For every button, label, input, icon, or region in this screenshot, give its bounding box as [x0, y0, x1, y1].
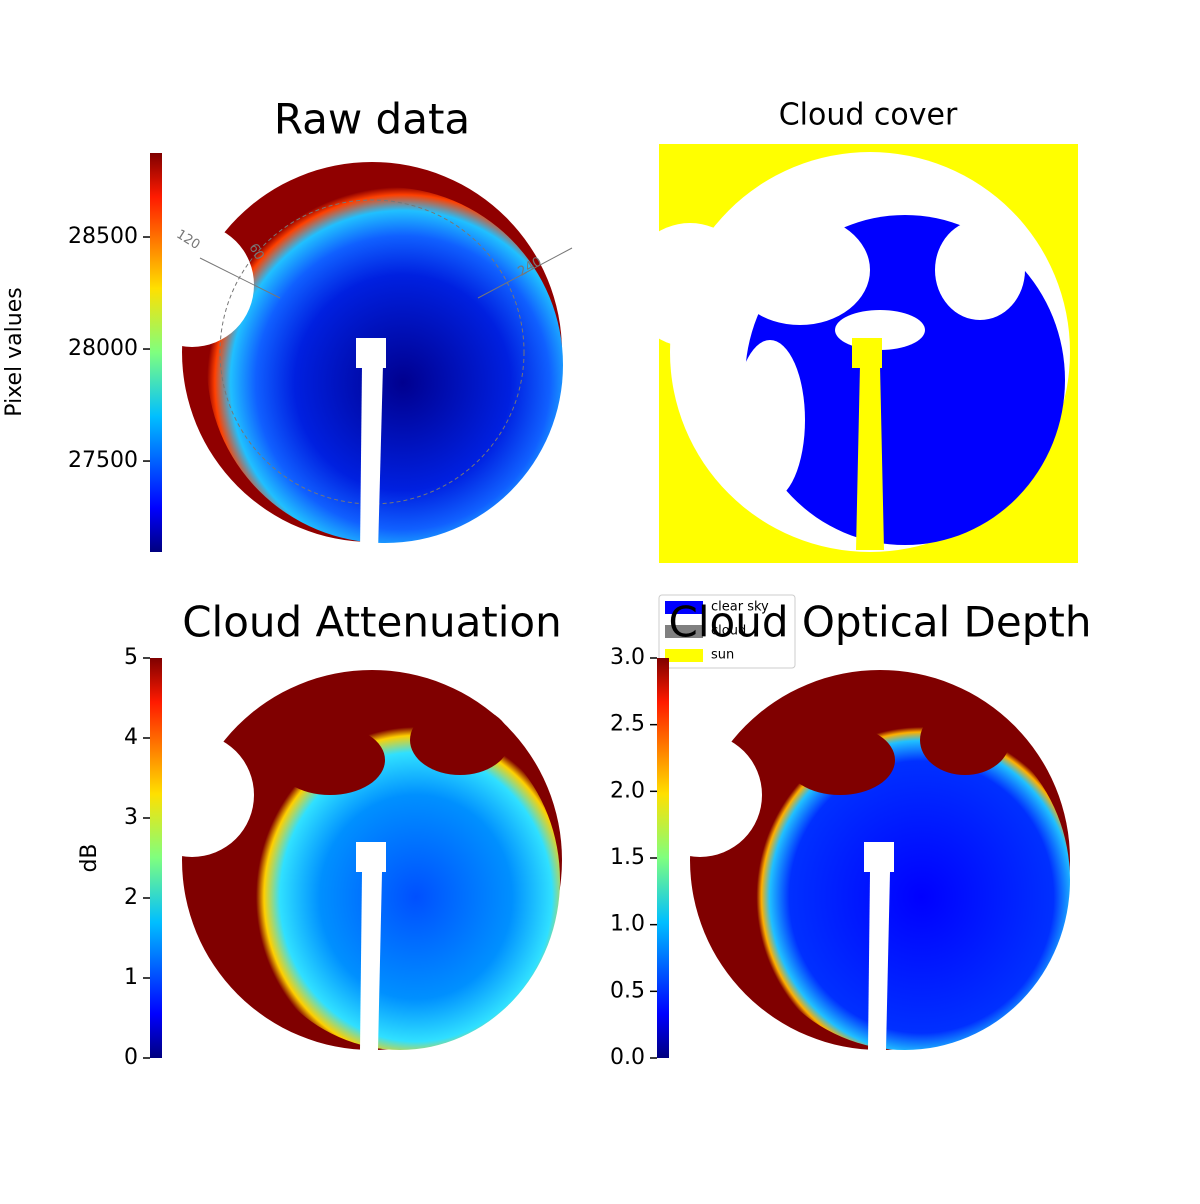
- colorbar-tick-label: 0.0: [610, 1045, 645, 1070]
- colorbar-tick-label: 1.5: [610, 845, 645, 870]
- panel-title: Cloud cover: [779, 98, 958, 133]
- colorbar-tick-label: 5: [124, 645, 138, 670]
- cloud-cover-image: [628, 144, 1078, 563]
- azimuth-label: 60: [245, 241, 266, 263]
- panel-title: Cloud Attenuation: [182, 598, 562, 647]
- colorbar-tick-label: 4: [124, 725, 138, 750]
- colorbar-tick-label: 2: [124, 885, 138, 910]
- colorbar: [150, 153, 162, 552]
- optical-depth-image: [638, 670, 1070, 1050]
- colorbar-label: dB: [77, 843, 102, 872]
- legend-swatch: [665, 625, 703, 638]
- panel-title: Cloud Optical Depth: [669, 598, 1092, 647]
- colorbar: [150, 658, 162, 1058]
- legend-label: clear sky: [711, 600, 769, 615]
- sun-square: [852, 338, 882, 368]
- colorbar-tick-label: 28000: [68, 336, 138, 361]
- colorbar-tick-label: 27500: [68, 448, 138, 473]
- colorbar-label: Pixel values: [2, 287, 27, 416]
- colorbar-tick-label: 28500: [68, 224, 138, 249]
- legend-label: sun: [711, 648, 734, 663]
- legend-label: cloud: [711, 624, 746, 639]
- attenuation-image: [130, 670, 562, 1050]
- raw-image: [130, 162, 573, 552]
- colorbar-tick-label: 3.0: [610, 645, 645, 670]
- colorbar-tick-label: 2.5: [610, 712, 645, 737]
- colorbar-tick-label: 0.5: [610, 978, 645, 1003]
- legend-swatch: [665, 649, 703, 662]
- legend-swatch: [665, 601, 703, 614]
- panel-title: Raw data: [274, 95, 470, 144]
- colorbar-tick-label: 1.0: [610, 912, 645, 937]
- sun-wedge: [856, 365, 884, 550]
- colorbar-tick-label: 0: [124, 1045, 138, 1070]
- colorbar-tick-label: 2.0: [610, 778, 645, 803]
- colorbar-tick-label: 1: [124, 965, 138, 990]
- colorbar-tick-label: 3: [124, 805, 138, 830]
- colorbar: [657, 658, 669, 1058]
